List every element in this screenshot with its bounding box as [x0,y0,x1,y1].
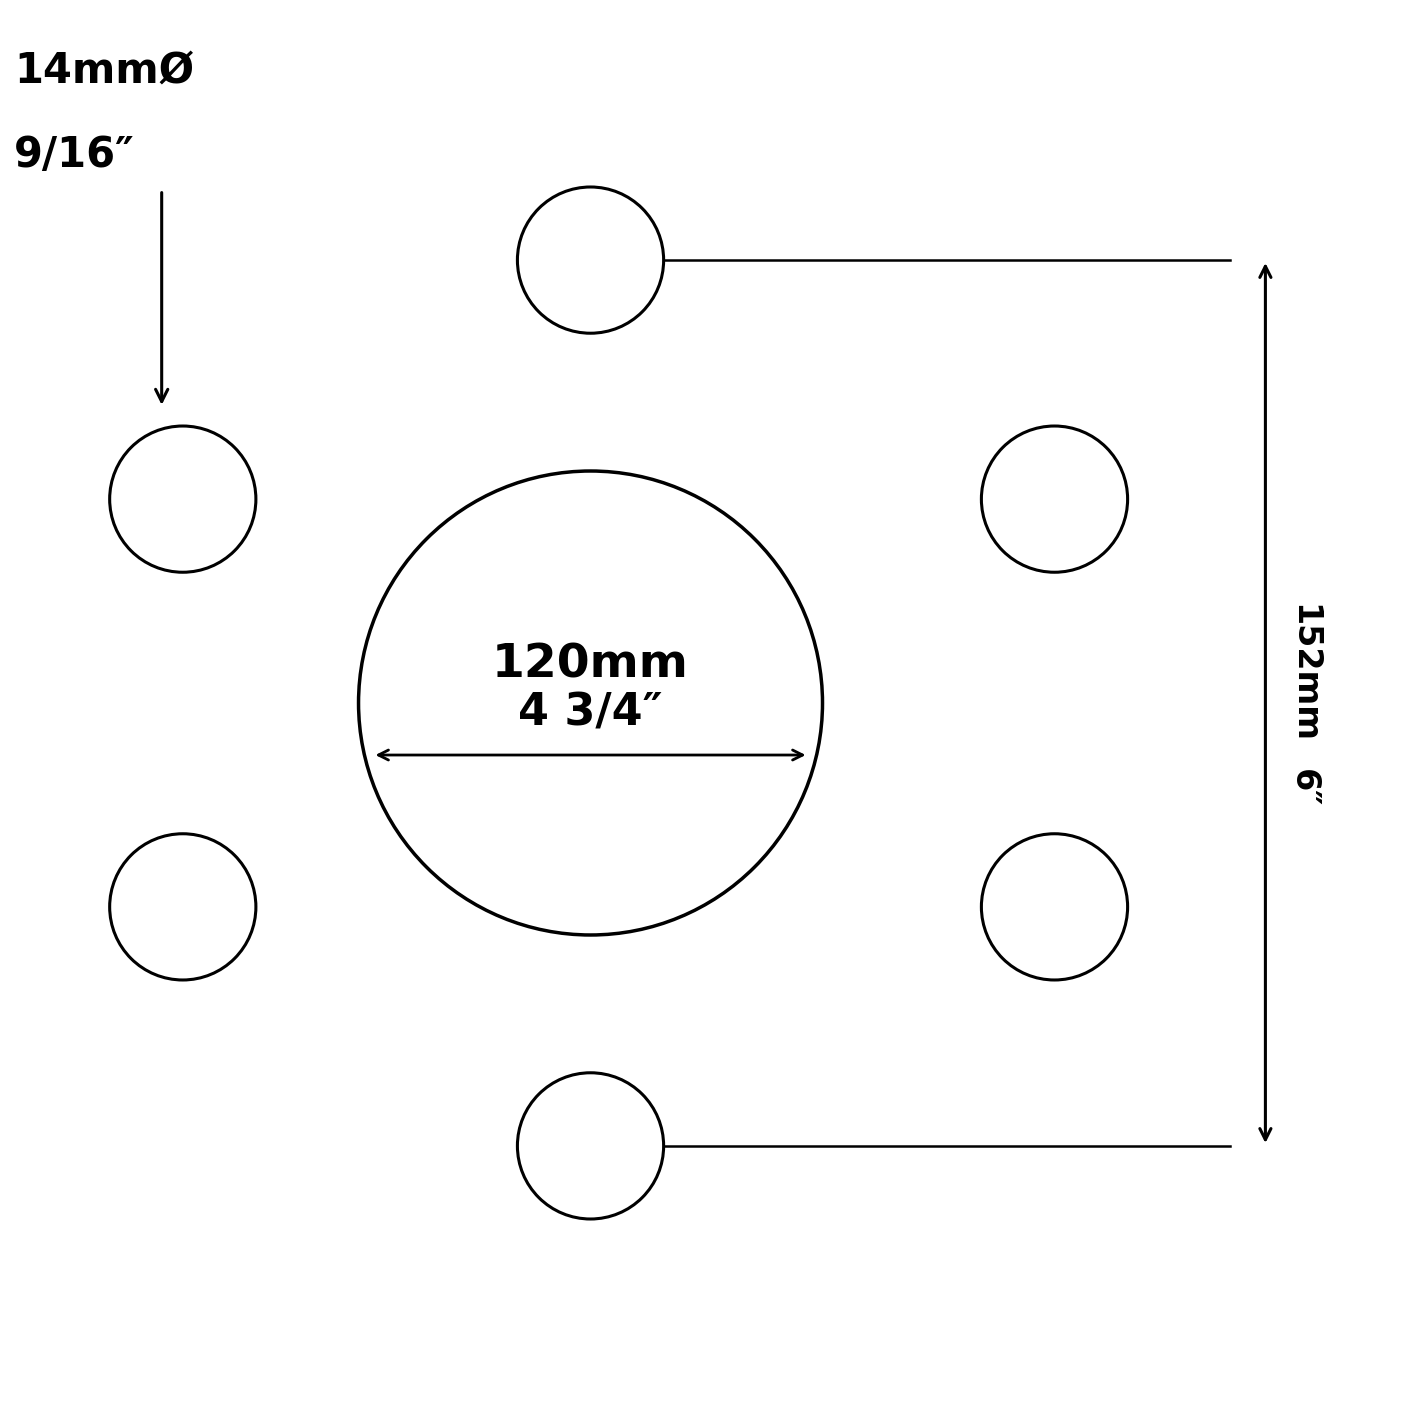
Circle shape [517,1073,664,1219]
Text: 9/16″: 9/16″ [14,134,135,176]
Circle shape [359,471,823,935]
Text: 152mm: 152mm [1286,603,1320,742]
Circle shape [110,834,256,980]
Text: 120mm: 120mm [492,643,689,688]
Text: 6″: 6″ [1286,769,1320,807]
Circle shape [981,834,1128,980]
Text: 4 3/4″: 4 3/4″ [519,692,662,734]
Text: 14mmØ: 14mmØ [14,49,194,91]
Circle shape [517,187,664,333]
Circle shape [981,426,1128,572]
Circle shape [110,426,256,572]
